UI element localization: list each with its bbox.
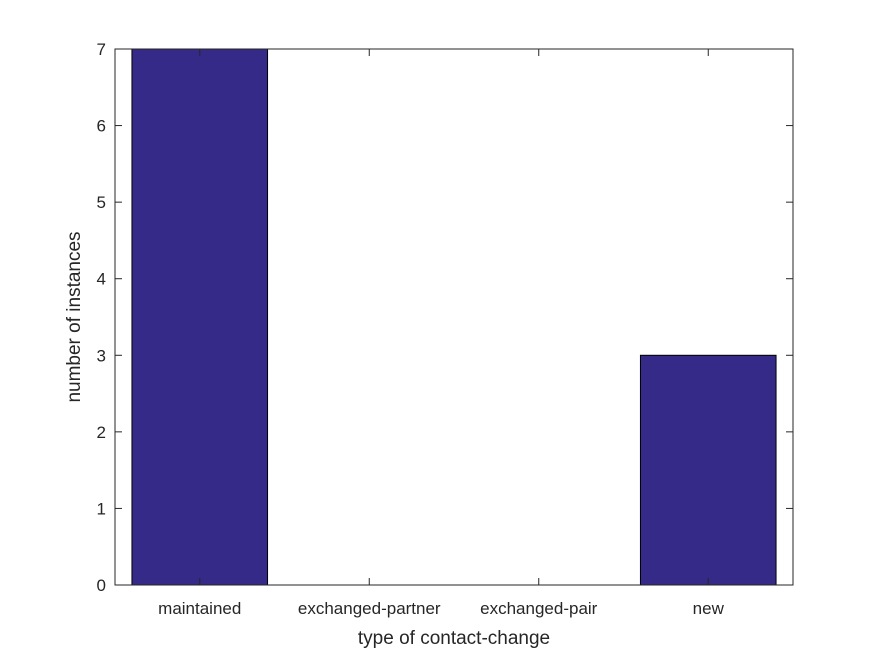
x-tick-label: maintained: [158, 599, 241, 618]
bar-maintained: [131, 48, 269, 586]
x-tick-label: new: [693, 599, 725, 618]
y-tick-label: 5: [97, 193, 106, 212]
y-tick-label: 6: [97, 117, 106, 136]
y-tick-label: 2: [97, 423, 106, 442]
axes-box: [114, 48, 794, 586]
y-tick-label: 3: [97, 346, 106, 365]
y-tick-label: 4: [97, 270, 106, 289]
y-tick-label: 7: [97, 40, 106, 59]
x-axis-label: type of contact-change: [358, 628, 550, 649]
bar-new: [639, 354, 777, 586]
y-tick-label: 0: [97, 576, 106, 595]
x-tick-label: exchanged-pair: [480, 599, 598, 618]
x-tick-label: exchanged-partner: [298, 599, 441, 618]
y-tick-label: 1: [97, 499, 106, 518]
y-axis-label: number of instances: [64, 231, 85, 402]
